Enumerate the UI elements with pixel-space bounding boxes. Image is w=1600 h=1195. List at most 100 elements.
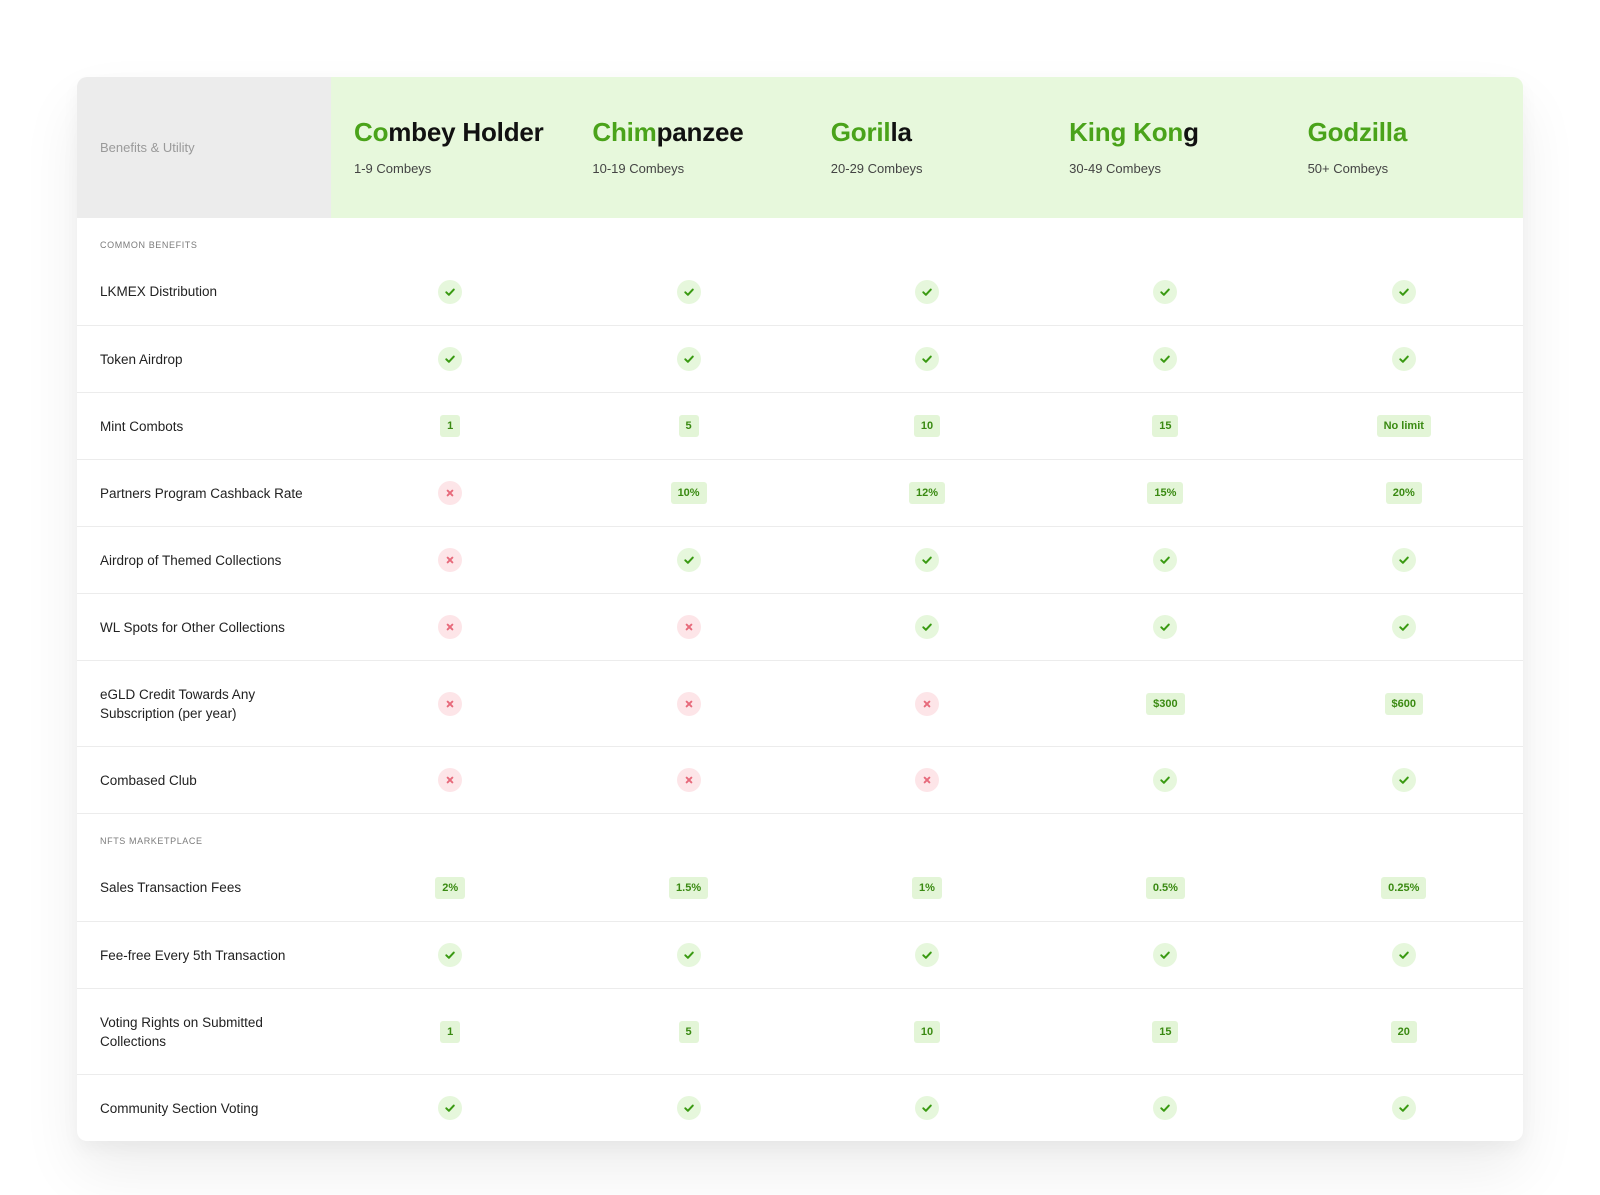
table-cell	[1285, 347, 1523, 371]
tier-name-rest: panzee	[656, 117, 744, 147]
tier-range: 10-19 Combeys	[592, 161, 685, 176]
value-badge: 10	[913, 415, 941, 437]
check-icon	[1153, 548, 1178, 572]
value-badge: No limit	[1376, 415, 1431, 437]
row-cells	[331, 347, 1523, 371]
cross-icon	[676, 615, 701, 639]
tier-name-accent: Goril	[830, 117, 891, 147]
table-cell	[569, 347, 807, 371]
row-cells: $300 $600	[331, 691, 1523, 716]
table-row: Combased Club	[77, 747, 1523, 814]
value-badge: 12%	[908, 482, 945, 504]
table-cell	[1046, 347, 1284, 371]
row-cells: 2% 1.5% 1% 0.5% 0.25%	[331, 876, 1523, 899]
row-cells: 10% 12% 15% 20%	[331, 481, 1523, 505]
check-icon	[1153, 279, 1178, 304]
check-icon	[914, 279, 939, 304]
row-cells	[331, 279, 1523, 304]
cross-icon	[676, 691, 701, 716]
tier-name: King Kong	[1069, 117, 1284, 148]
table-cell	[808, 1096, 1046, 1120]
value-badge: $600	[1384, 692, 1423, 715]
value-badge: 0.5%	[1145, 876, 1185, 899]
table-cell: 10	[808, 415, 1046, 437]
table-header: Benefits & Utility Combey Holder 1-9 Com…	[77, 77, 1523, 218]
table-cell	[1285, 548, 1523, 572]
table-cell	[331, 347, 569, 371]
check-icon	[1391, 768, 1416, 792]
tier-range: 50+ Combeys	[1307, 161, 1389, 176]
row-label: eGLD Credit Towards Any Subscription (pe…	[100, 686, 256, 721]
table-cell: 1%	[808, 876, 1046, 899]
table-cell	[808, 768, 1046, 792]
check-icon	[438, 1096, 463, 1120]
row-cells	[331, 768, 1523, 792]
check-icon	[914, 615, 939, 639]
benefits-comparison-table: Benefits & Utility Combey Holder 1-9 Com…	[77, 77, 1523, 1141]
table-cell: 2%	[331, 876, 569, 899]
table-cell	[1285, 768, 1523, 792]
check-icon	[438, 279, 463, 304]
table-cell: 10%	[569, 481, 807, 505]
table-cell: 20	[1285, 1020, 1523, 1043]
row-label: Airdrop of Themed Collections	[100, 552, 282, 568]
table-cell	[331, 691, 569, 716]
row-cells: 1 5 10 15 No limit	[331, 415, 1523, 437]
check-icon	[438, 347, 463, 371]
check-icon	[1391, 943, 1416, 967]
table-cell	[808, 943, 1046, 967]
value-badge: 10%	[670, 482, 707, 504]
table-row: WL Spots for Other Collections	[77, 594, 1523, 661]
table-cell	[569, 548, 807, 572]
table-cell	[1046, 943, 1284, 967]
table-cell	[331, 1096, 569, 1120]
tier-headers: Combey Holder 1-9 Combeys Chimpanzee 10-…	[331, 77, 1523, 218]
check-icon	[914, 548, 939, 572]
table-row: Airdrop of Themed Collections	[77, 527, 1523, 594]
table-row: Community Section Voting	[77, 1075, 1523, 1141]
tier-range: 30-49 Combeys	[1069, 161, 1161, 176]
check-icon	[676, 1096, 701, 1120]
row-cells	[331, 548, 1523, 572]
row-cells	[331, 1096, 1523, 1120]
table-cell	[569, 1096, 807, 1120]
check-icon	[1391, 615, 1416, 639]
section-title: NFTS MARKETPLACE	[100, 836, 203, 846]
row-label: Sales Transaction Fees	[100, 880, 242, 895]
tier-range: 20-29 Combeys	[830, 161, 923, 176]
tier-name: Chimpanzee	[592, 117, 807, 148]
table-row: Token Airdrop	[77, 326, 1523, 393]
table-cell: 15%	[1046, 481, 1284, 505]
table-row: Voting Rights on Submitted Collections 1 5…	[77, 989, 1523, 1075]
row-label: Mint Combots	[100, 418, 184, 434]
table-cell	[569, 768, 807, 792]
tier-name-rest: mbey Holder	[388, 117, 544, 147]
table-cell	[569, 691, 807, 716]
check-icon	[676, 347, 701, 371]
row-label: WL Spots for Other Collections	[100, 619, 285, 635]
cross-icon	[914, 768, 939, 792]
check-icon	[1391, 347, 1416, 371]
table-cell: 15	[1046, 1020, 1284, 1043]
cross-icon	[676, 768, 701, 792]
table-cell	[808, 279, 1046, 304]
row-label: Partners Program Cashback Rate	[100, 485, 303, 501]
table-cell: 1	[331, 415, 569, 437]
value-badge: $300	[1146, 692, 1185, 715]
table-cell	[1046, 615, 1284, 639]
cross-icon	[438, 615, 463, 639]
row-label: Voting Rights on Submitted Collections	[100, 1014, 263, 1049]
row-cells: 1 5 10 15 20	[331, 1020, 1523, 1043]
table-cell: 0.5%	[1046, 876, 1284, 899]
value-badge: 10	[913, 1020, 941, 1043]
table-cell: 1.5%	[569, 876, 807, 899]
value-badge: 1%	[912, 876, 942, 899]
value-badge: 1	[440, 1020, 461, 1043]
tier-godzilla: Godzilla 50+ Combeys	[1285, 77, 1523, 218]
check-icon	[676, 548, 701, 572]
table-row: Mint Combots 1 5 10 15 No limit	[77, 393, 1523, 460]
check-icon	[676, 279, 701, 304]
table-cell	[569, 615, 807, 639]
table-cell: $600	[1285, 692, 1523, 716]
row-label: LKMEX Distribution	[100, 284, 218, 299]
